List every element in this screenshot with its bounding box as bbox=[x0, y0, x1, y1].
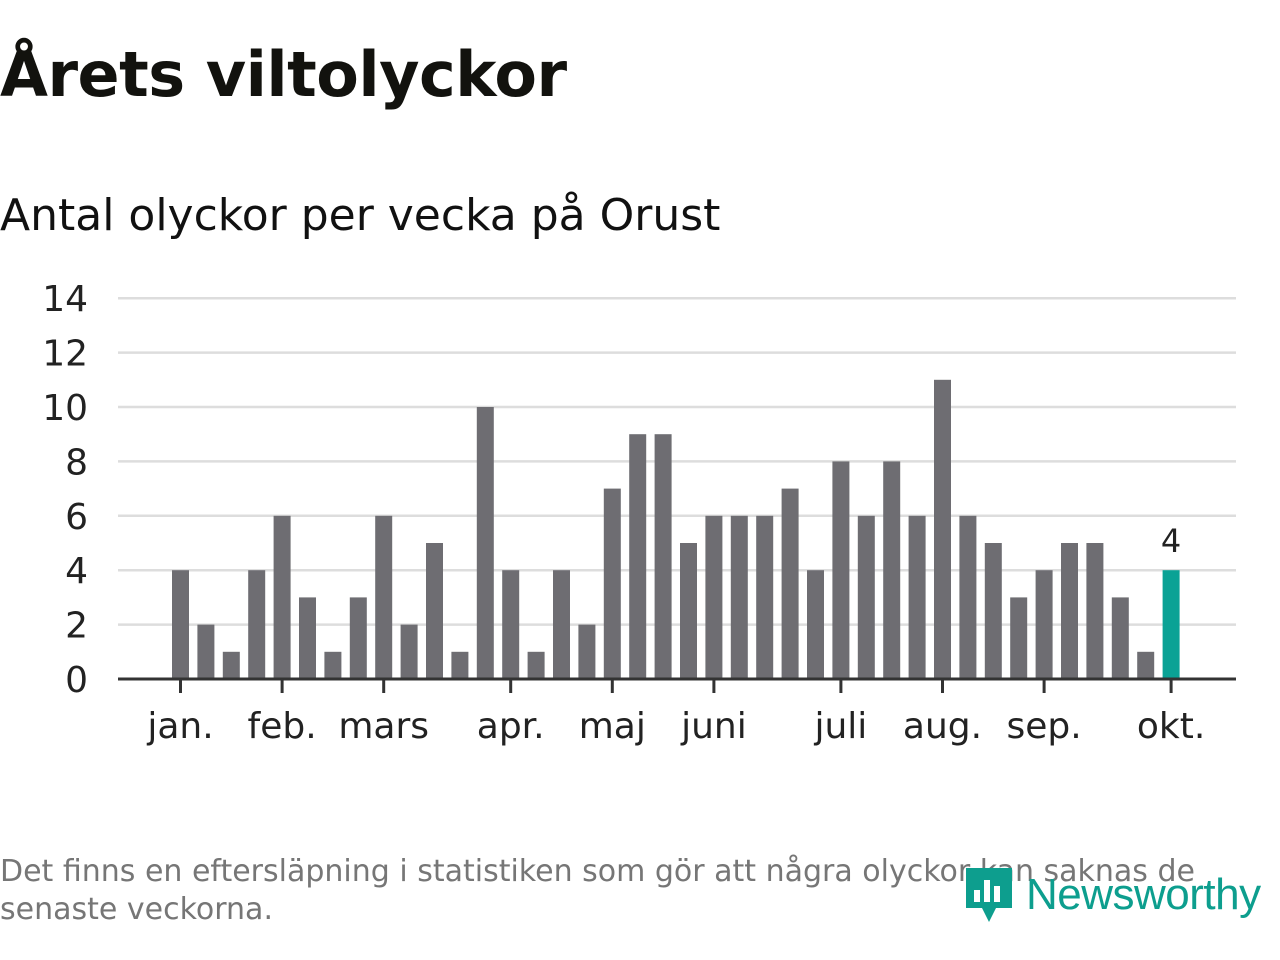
y-tick-label: 12 bbox=[42, 334, 88, 375]
bar bbox=[1061, 543, 1078, 679]
bar bbox=[476, 407, 494, 679]
bar bbox=[426, 543, 443, 679]
bar bbox=[197, 624, 215, 679]
bar bbox=[324, 651, 342, 679]
bar bbox=[273, 515, 291, 679]
bar-chart: 0 2 4 6 8 10 12 14 jan. feb. mars apr. maj juni juli a… bbox=[42, 279, 1236, 747]
bar bbox=[222, 651, 240, 679]
bar bbox=[908, 515, 926, 679]
bar bbox=[756, 515, 774, 679]
y-axis-ticks: 0 2 4 6 8 10 12 14 bbox=[42, 279, 88, 701]
x-tick-label: jan. bbox=[146, 706, 213, 747]
x-axis-ticks: jan. feb. mars apr. maj juni juli aug. sep. okt. bbox=[146, 679, 1205, 747]
bar bbox=[451, 651, 469, 679]
bar bbox=[680, 543, 697, 679]
bar bbox=[172, 570, 189, 679]
logo-text: Newsworthy bbox=[1026, 870, 1261, 919]
bar bbox=[349, 597, 367, 679]
bar bbox=[984, 543, 1002, 679]
x-tick-label: okt. bbox=[1137, 706, 1205, 747]
bar-highlight bbox=[1162, 570, 1180, 679]
bar bbox=[603, 488, 621, 679]
bar bbox=[857, 515, 875, 679]
x-tick-label: apr. bbox=[477, 706, 545, 747]
y-tick-label: 6 bbox=[65, 497, 88, 538]
bar bbox=[629, 434, 647, 679]
bar-chart-logo-icon bbox=[966, 868, 1012, 922]
x-tick-label: sep. bbox=[1006, 706, 1081, 747]
bar bbox=[578, 624, 596, 679]
data-labels: 4 bbox=[1161, 522, 1181, 560]
x-tick-label: feb. bbox=[248, 706, 317, 747]
chart-title: Årets viltolyckor bbox=[0, 38, 567, 111]
x-tick-label: aug. bbox=[903, 706, 982, 747]
bar bbox=[299, 597, 316, 679]
data-label-last-week: 4 bbox=[1161, 522, 1181, 560]
gridlines bbox=[118, 296, 1236, 626]
bars bbox=[172, 379, 1180, 679]
bar bbox=[730, 515, 748, 679]
bar bbox=[781, 488, 799, 679]
bar bbox=[807, 570, 824, 679]
x-tick-label: juli bbox=[813, 706, 867, 747]
bar bbox=[959, 515, 977, 679]
bar bbox=[375, 515, 393, 679]
x-tick-label: juni bbox=[680, 706, 747, 747]
bar bbox=[654, 434, 672, 679]
bar bbox=[248, 570, 266, 679]
bar bbox=[832, 461, 850, 679]
bar bbox=[1086, 543, 1104, 679]
bar bbox=[934, 379, 951, 679]
bar bbox=[883, 461, 901, 679]
bar bbox=[1010, 597, 1028, 679]
x-tick-label: mars bbox=[338, 706, 429, 747]
y-tick-label: 0 bbox=[65, 660, 88, 701]
y-tick-label: 8 bbox=[65, 442, 88, 483]
bar bbox=[1035, 570, 1053, 679]
bar bbox=[1111, 597, 1129, 679]
y-tick-label: 10 bbox=[42, 388, 88, 429]
chart-subtitle: Antal olyckor per vecka på Orust bbox=[0, 190, 721, 241]
bar bbox=[400, 624, 418, 679]
bar bbox=[553, 570, 570, 679]
y-tick-label: 4 bbox=[65, 551, 88, 592]
y-tick-label: 2 bbox=[65, 606, 88, 647]
bar bbox=[1137, 651, 1155, 679]
bar bbox=[502, 570, 520, 679]
newsworthy-logo: Newsworthy bbox=[962, 862, 1280, 928]
bar bbox=[705, 515, 723, 679]
y-tick-label: 14 bbox=[42, 279, 88, 320]
bar bbox=[527, 651, 545, 679]
x-tick-label: maj bbox=[579, 706, 646, 747]
